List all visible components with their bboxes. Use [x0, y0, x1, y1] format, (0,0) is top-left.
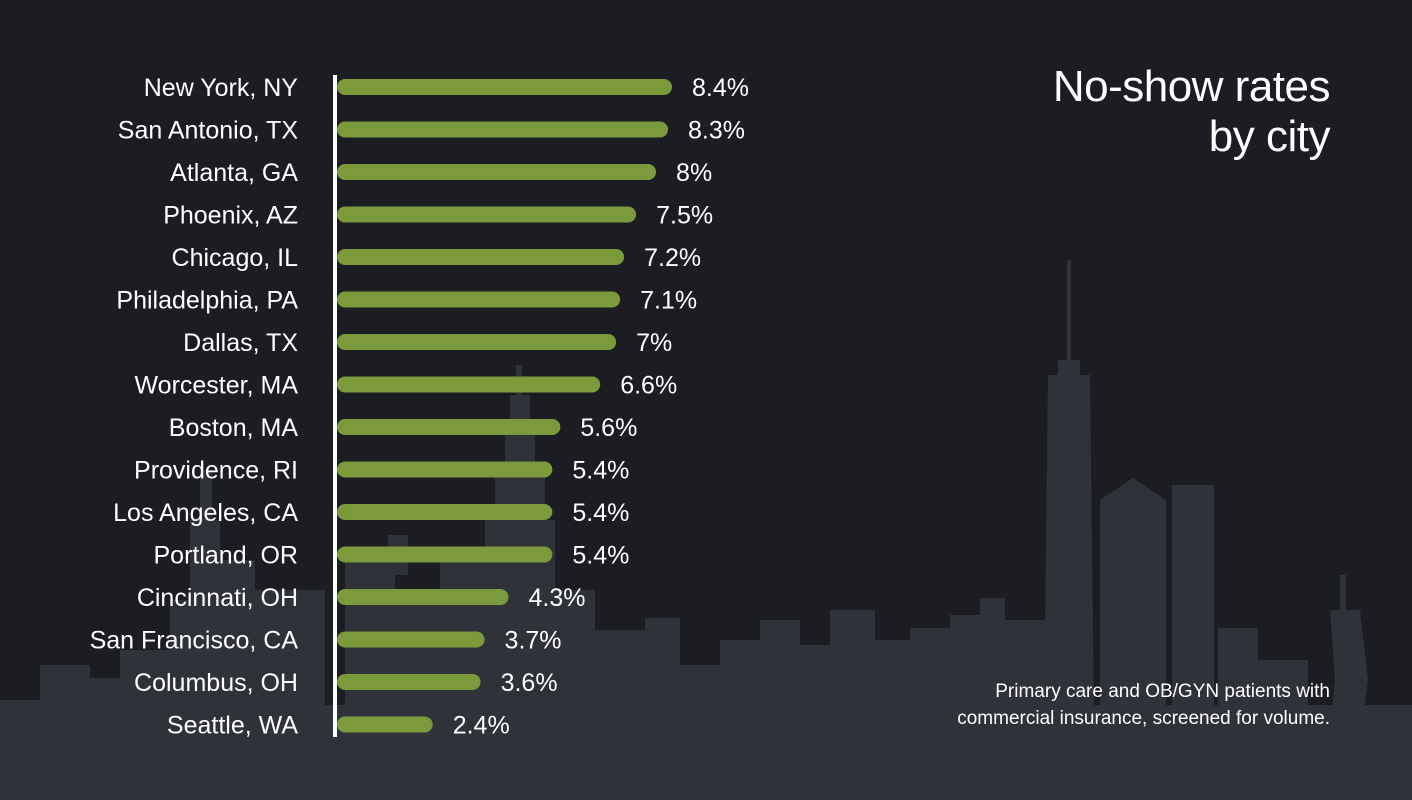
- chart-title: No-show rates by city: [910, 62, 1331, 162]
- footnote-line-2: commercial insurance, screened for volum…: [957, 708, 1330, 729]
- category-label: Boston, MA: [169, 414, 299, 442]
- category-label: San Antonio, TX: [118, 117, 299, 145]
- value-label: 7.1%: [640, 287, 697, 315]
- chart-footnote: Primary care and OB/GYN patients with co…: [870, 678, 1330, 732]
- value-label: 5.4%: [572, 542, 629, 570]
- value-label: 8.4%: [692, 74, 749, 102]
- value-label: 2.4%: [453, 712, 510, 740]
- category-label: Dallas, TX: [183, 329, 298, 357]
- chart-title-line-1: No-show rates: [1052, 62, 1331, 111]
- value-label: 8%: [676, 159, 712, 187]
- bar: [337, 249, 625, 265]
- bar: [337, 461, 553, 478]
- category-label: Atlanta, GA: [170, 159, 298, 187]
- value-label: 5.4%: [572, 499, 629, 527]
- category-label: Chicago, IL: [172, 244, 299, 272]
- bar: [337, 376, 601, 393]
- bar: [337, 546, 553, 563]
- value-label: 5.6%: [580, 414, 637, 442]
- bar: [337, 79, 672, 95]
- category-label: San Francisco, CA: [90, 627, 299, 655]
- bar: [337, 206, 637, 223]
- value-label: 4.3%: [528, 584, 585, 612]
- bar: [337, 674, 481, 690]
- category-label: Providence, RI: [134, 457, 298, 485]
- category-label: Seattle, WA: [167, 712, 298, 740]
- value-label: 7.2%: [644, 244, 701, 272]
- category-label: Philadelphia, PA: [116, 287, 298, 315]
- chart-title-line-2: by city: [1208, 112, 1331, 161]
- category-labels: New York, NY San Antonio, TX Atlanta, GA Ph…: [90, 74, 299, 740]
- value-label: 3.7%: [505, 627, 562, 655]
- bar: [337, 121, 669, 138]
- bar: [337, 291, 621, 308]
- value-label: 5.4%: [572, 457, 629, 485]
- category-label: Phoenix, AZ: [163, 202, 298, 230]
- bar: [337, 334, 617, 350]
- category-label: Portland, OR: [153, 542, 298, 570]
- category-label: Los Angeles, CA: [113, 499, 298, 527]
- value-label: 8.3%: [688, 117, 745, 145]
- value-label: 7%: [636, 329, 672, 357]
- footnote-line-1: Primary care and OB/GYN patients with: [995, 681, 1330, 702]
- bar: [337, 419, 561, 435]
- bar: [337, 589, 509, 605]
- bar: [337, 631, 485, 648]
- category-label: Columbus, OH: [134, 669, 298, 697]
- bar: [337, 164, 657, 180]
- category-label: New York, NY: [144, 74, 299, 102]
- category-label: Cincinnati, OH: [137, 584, 298, 612]
- value-labels: 8.4% 8.3% 8% 7.5% 7.2% 7.1% 7% 6.6% 5.6% 5.4% 5.4%…: [453, 74, 749, 740]
- value-label: 6.6%: [620, 372, 677, 400]
- value-label: 7.5%: [656, 202, 713, 230]
- category-label: Worcester, MA: [135, 372, 299, 400]
- value-label: 3.6%: [501, 669, 558, 697]
- bars: [337, 79, 672, 733]
- bar: [337, 504, 553, 520]
- bar: [337, 716, 433, 733]
